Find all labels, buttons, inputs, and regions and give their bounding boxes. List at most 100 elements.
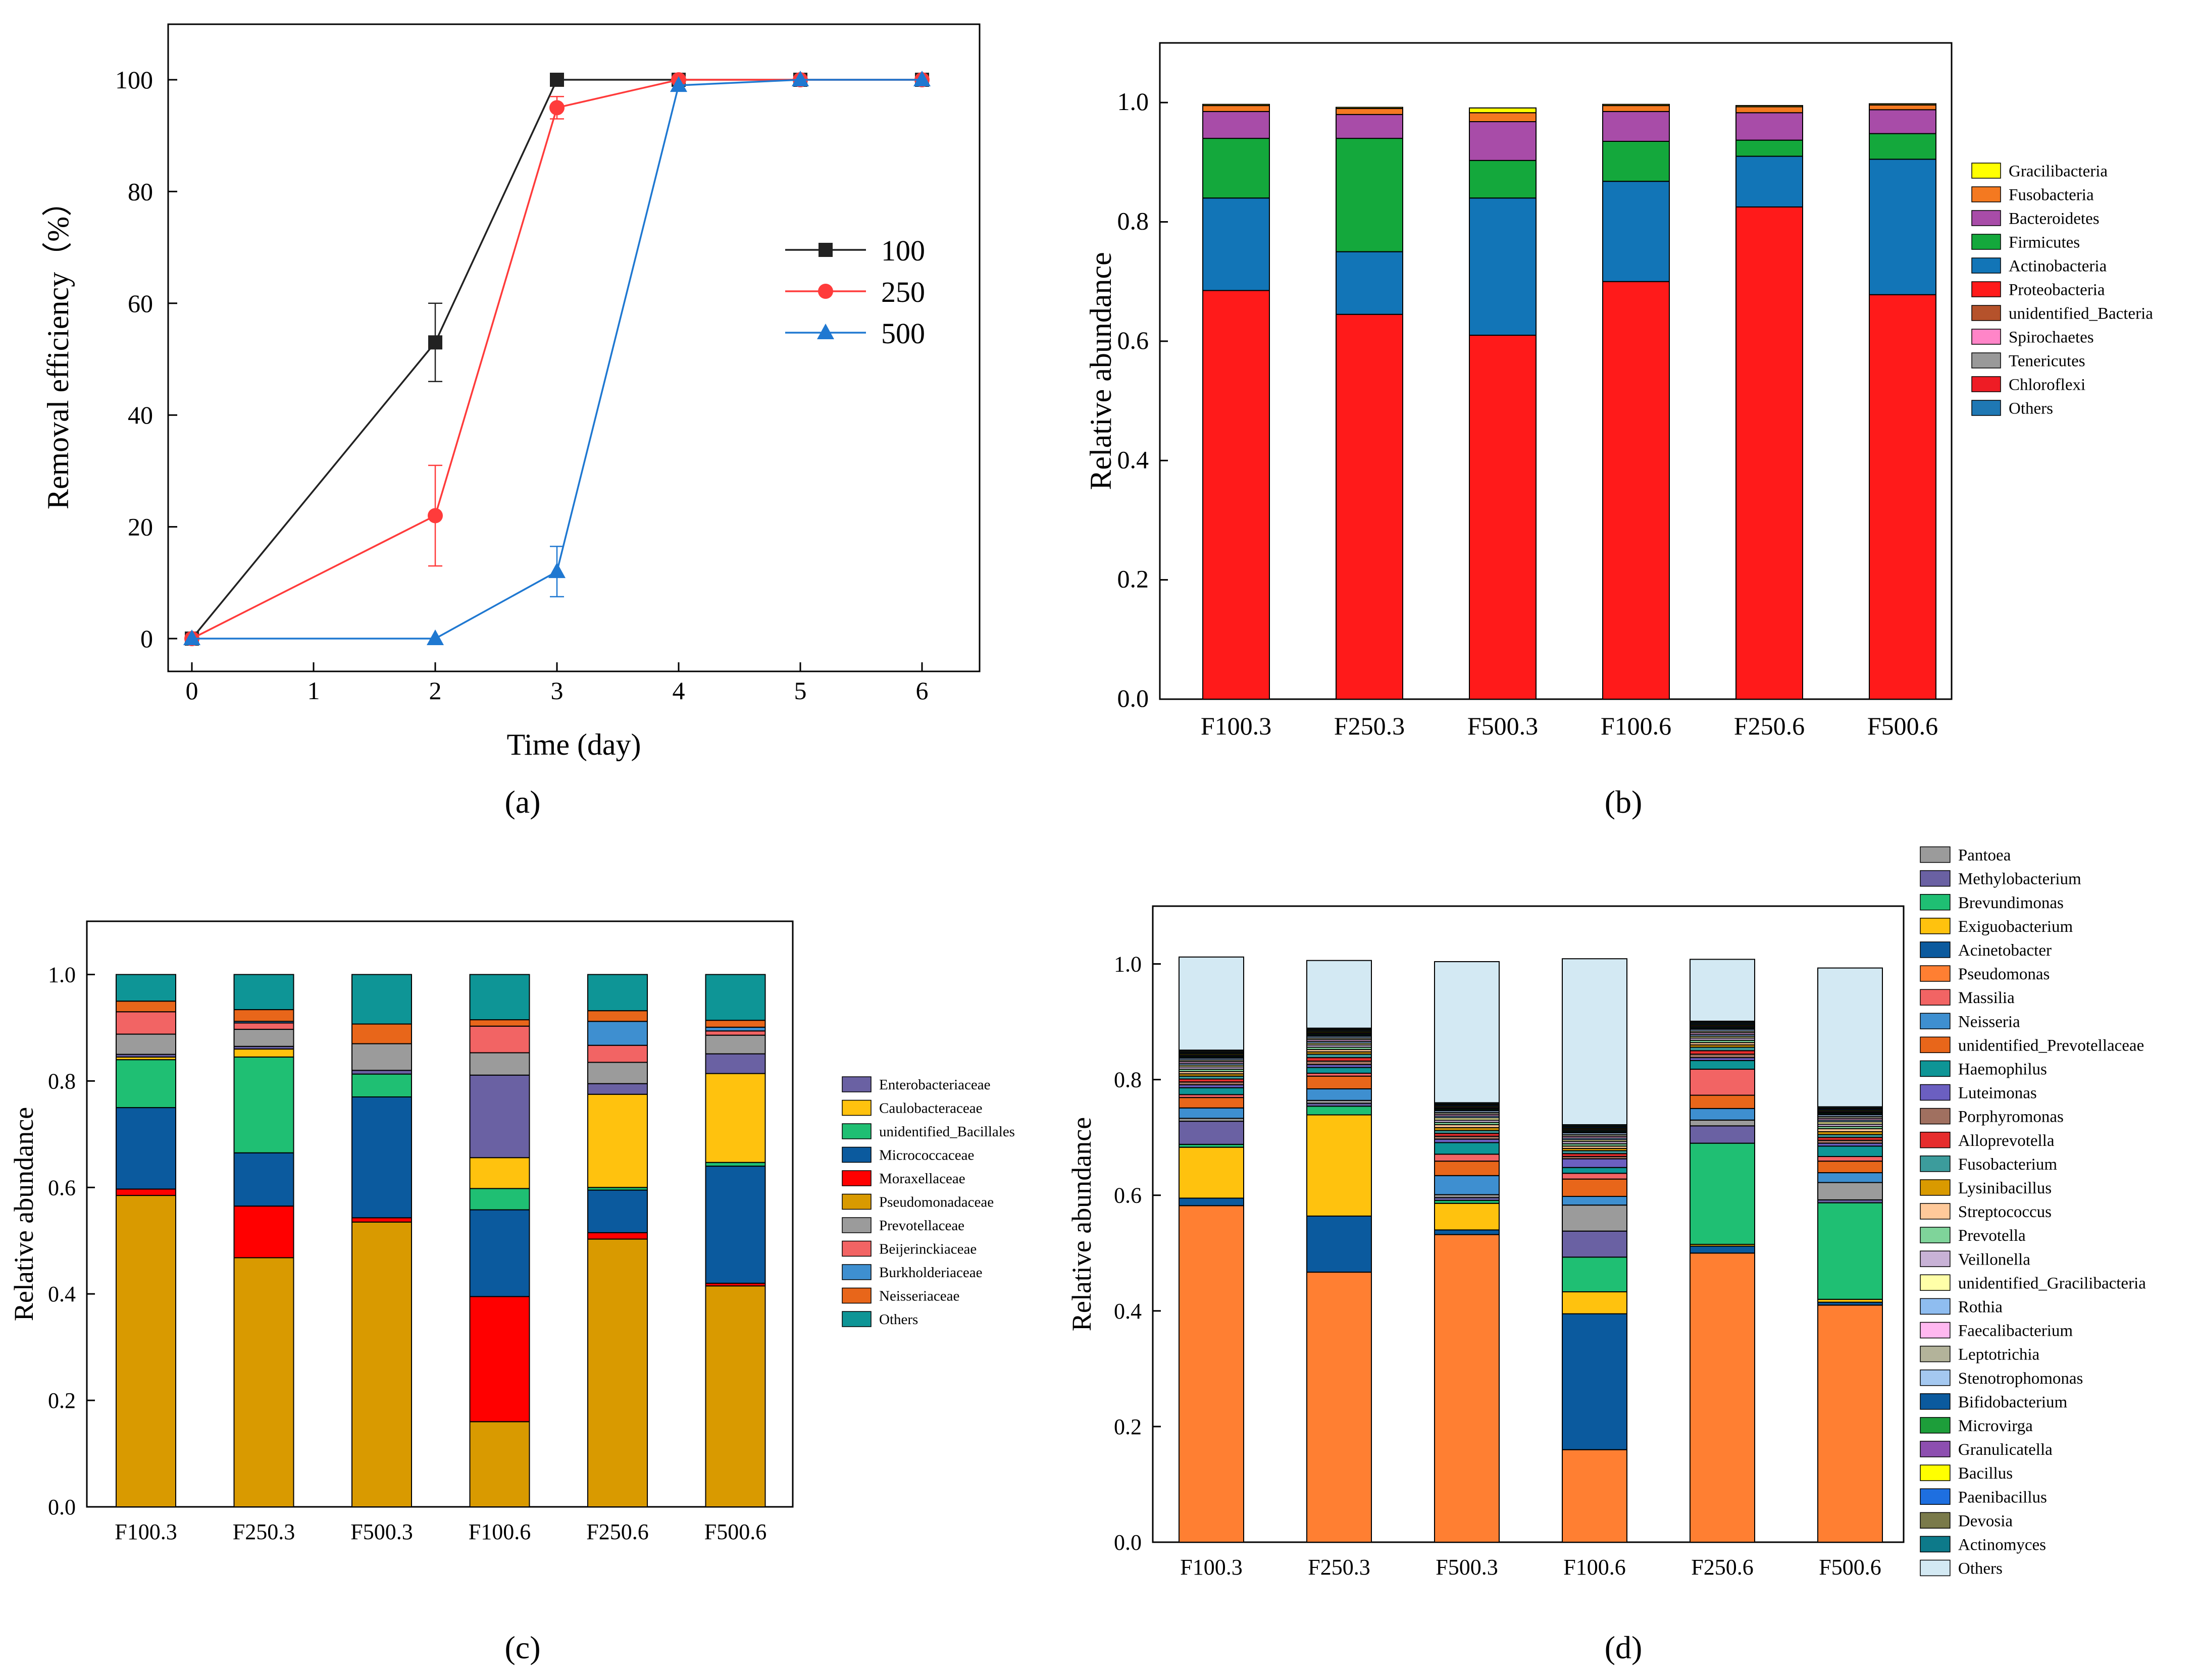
- legend-swatch: [1920, 1464, 1951, 1481]
- bar-segment-others: [1306, 960, 1372, 1029]
- bar-segment-bacteroidetes: [1202, 111, 1270, 139]
- plot-frame: [1159, 42, 1953, 700]
- legend-label: Faecalibacterium: [1958, 1322, 2073, 1340]
- legend-label: Bacillus: [1958, 1464, 2013, 1483]
- series-line-500: [192, 79, 922, 640]
- bar-segment-fusobacteria: [1469, 112, 1537, 122]
- bar-segment-gracilibacteria: [1336, 107, 1403, 110]
- legend-label: Porphyromonas: [1958, 1108, 2064, 1126]
- y-tick-label: 0.2: [1117, 565, 1149, 593]
- bar-segment-others: [116, 974, 176, 1002]
- legend-swatch: [842, 1217, 872, 1233]
- bar-segment-bacteroidetes: [1602, 111, 1670, 142]
- legend-swatch: [1920, 1013, 1951, 1029]
- x-tick-label: F500.6: [704, 1519, 766, 1544]
- bar-segment-neisseriaceae: [351, 1023, 412, 1044]
- bar-segment-beijerinckiaceae: [233, 1022, 294, 1030]
- legend-swatch: [1971, 400, 2001, 416]
- legend-label: Streptococcus: [1958, 1203, 2052, 1221]
- legend-label: Prevotella: [1958, 1227, 2026, 1245]
- legend-swatch: [842, 1240, 872, 1257]
- bar-segment-haemophilus: [1306, 1067, 1372, 1074]
- legend-label: Actinomyces: [1958, 1536, 2046, 1554]
- legend-label: unidentified_Bacteria: [2009, 305, 2153, 323]
- bar-segment-alloprevotella: [1690, 1050, 1755, 1055]
- legend-label: Acinetobacter: [1958, 941, 2052, 960]
- bar-segment-proteobacteria: [1336, 313, 1403, 700]
- legend-swatch: [842, 1311, 872, 1327]
- legend-swatch: [842, 1146, 872, 1163]
- bar-segment-fusobacterium: [1690, 1046, 1755, 1052]
- bar-segment-pseudomonas: [1179, 1205, 1244, 1543]
- bar-segment-neisseriaceae: [469, 1019, 530, 1027]
- legend-label: Gracilibacteria: [2009, 163, 2108, 181]
- bar-segment-others: [1434, 961, 1500, 1104]
- y-tick-label: 0.8: [1117, 207, 1149, 235]
- y-tick-label: 0.4: [48, 1282, 76, 1306]
- legend-swatch: [1971, 329, 2001, 345]
- legend-swatch: [1971, 163, 2001, 179]
- x-tick-label: F250.3: [1334, 712, 1405, 740]
- bar-segment-haemophilus: [1817, 1145, 1883, 1157]
- bar-segment-firmicutes: [1336, 138, 1403, 252]
- data-point-100: [550, 73, 564, 87]
- bar-segment-prevotellaceae: [705, 1034, 766, 1055]
- legend-swatch: [1920, 1322, 1951, 1339]
- plot-frame: [86, 920, 794, 1508]
- legend-label: Others: [879, 1311, 918, 1328]
- bar-segment-methylobacterium: [1690, 1125, 1755, 1144]
- bar-segment-haemophilus: [1690, 1060, 1755, 1070]
- bar-segment-prevotellaceae: [469, 1052, 530, 1076]
- bar-segment-neisseria: [1179, 1107, 1244, 1119]
- legend-swatch: [1920, 1036, 1951, 1054]
- legend-label: Prevotellaceae: [879, 1218, 964, 1234]
- y-tick-label: 0.8: [48, 1069, 76, 1093]
- data-point-500: [183, 629, 200, 645]
- bar-segment-unidentified-bacillales: [705, 1162, 766, 1167]
- legend-label: Enterobacteriaceae: [879, 1077, 991, 1093]
- legend-marker: [819, 243, 833, 257]
- x-tick-label: F100.3: [1201, 712, 1271, 740]
- bar-segment-pseudomonas: [1562, 1449, 1627, 1543]
- bar-segment-gracilibacteria: [1602, 103, 1670, 107]
- legend-label: 100: [881, 234, 925, 267]
- bar-segment-beijerinckiaceae: [469, 1025, 530, 1054]
- legend-swatch: [1971, 352, 2001, 369]
- bar-segment-moraxellaceae: [469, 1296, 530, 1423]
- bar-segment-others: [1562, 958, 1627, 1125]
- legend-swatch: [842, 1170, 872, 1186]
- bar-segment-gracilibacteria: [1202, 103, 1270, 107]
- legend-swatch: [1920, 1298, 1951, 1315]
- chart-c: 0.0 0.2 0.4 0.6 0.8 1.0 Relative abundance F100…: [9, 920, 1015, 1544]
- legend-label: Pseudomonas: [1958, 965, 2050, 983]
- bar-segment-acinetobacter: [1434, 1229, 1500, 1235]
- legend-swatch: [1920, 1369, 1951, 1386]
- legend-label: Stenotrophomonas: [1958, 1370, 2083, 1388]
- bar-segment-prevotellaceae: [351, 1043, 412, 1071]
- bar-segment-luteimonas: [1562, 1158, 1627, 1168]
- bar-segment-neisseria: [1434, 1175, 1500, 1195]
- bar-segment-neisseriaceae: [233, 1009, 294, 1022]
- bar-segment-luteimonas: [1434, 1138, 1500, 1143]
- legend-label: Granulicatella: [1958, 1441, 2053, 1459]
- bar-segment-firmicutes: [1735, 139, 1803, 157]
- y-tick-label: 20: [128, 513, 153, 541]
- bar-segment-beijerinckiaceae: [705, 1030, 766, 1036]
- bar-segment-brevundimonas: [1690, 1142, 1755, 1245]
- bar-segment-actinobacteria: [1602, 181, 1670, 282]
- bar-segment-fusobacteria: [1869, 104, 1936, 111]
- legend-label: Methylobacterium: [1958, 870, 2081, 888]
- bar-segment-unidentified-prevotellaceae: [1562, 1178, 1627, 1197]
- bar-segment-massilia: [1817, 1156, 1883, 1162]
- bar-segment-exiguobacterium: [1562, 1291, 1627, 1315]
- legend-label: Haemophilus: [1958, 1060, 2047, 1078]
- legend-swatch: [1920, 989, 1951, 1006]
- bar-segment-massilia: [1562, 1173, 1627, 1180]
- legend-label: Bifidobacterium: [1958, 1393, 2068, 1411]
- bar-segment-neisseriaceae: [587, 1010, 648, 1022]
- legend-label: Others: [2009, 400, 2053, 418]
- panel-label: (b): [1605, 784, 1643, 820]
- bar-segment-proteobacteria: [1602, 281, 1670, 700]
